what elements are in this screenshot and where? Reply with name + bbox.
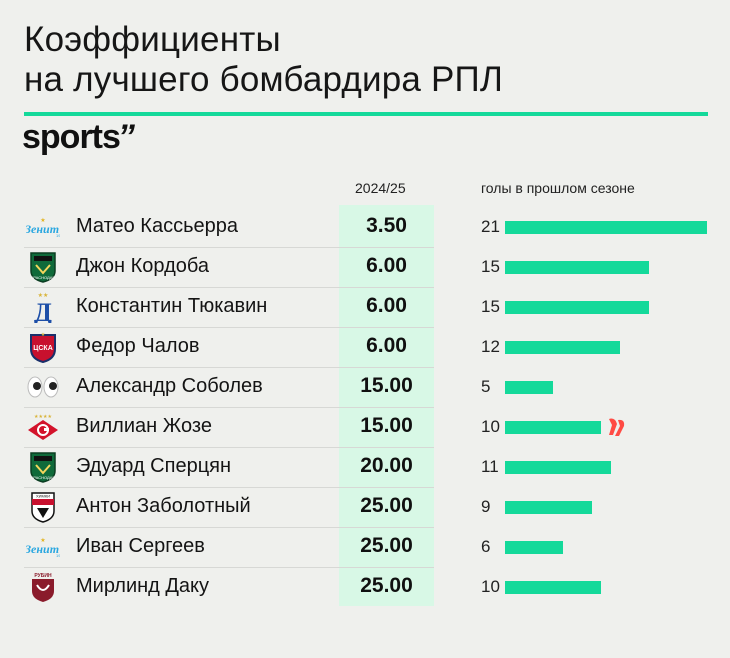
goals-label: 21 (481, 217, 500, 236)
player-name: Джон Кордоба (76, 255, 209, 277)
row-divider (24, 447, 434, 448)
player-name: Федор Чалов (76, 335, 200, 357)
svg-text:Зенит: Зенит (26, 222, 59, 236)
goals-label: 11 (481, 457, 499, 476)
krasnodar-logo-icon: КРАСНОДАР (26, 250, 60, 284)
svg-text:★: ★ (41, 332, 46, 338)
khimki-logo-icon: ХИМКИ (26, 490, 60, 524)
goals-label: 9 (481, 497, 491, 516)
spartak-logo-icon: ★★★★ (26, 410, 60, 444)
goals-bar (505, 581, 601, 594)
svg-text:ХИМКИ: ХИМКИ (36, 494, 50, 499)
row-divider (24, 327, 434, 328)
goals-bar (505, 501, 592, 514)
goals-label: 5 (481, 377, 491, 396)
odds-value: 6.00 (366, 294, 407, 317)
odds-value: 25.00 (360, 494, 413, 517)
odds-value: 25.00 (360, 574, 413, 597)
goals-bar (505, 341, 620, 354)
goals-label: 15 (481, 257, 500, 276)
dynamo-logo-icon: ★★ Д (26, 290, 60, 324)
odds-value: 6.00 (366, 254, 407, 277)
svg-text:ЦСКА: ЦСКА (33, 345, 53, 352)
svg-text:КРАСНОДАР: КРАСНОДАР (31, 275, 55, 280)
odds-value: 15.00 (360, 374, 413, 397)
zenit-logo-icon: ★Зенит1925 (26, 210, 60, 244)
brand-text: sports (22, 118, 121, 156)
row-divider (24, 567, 434, 568)
goals-label: 10 (481, 577, 500, 596)
svg-text:★: ★ (40, 217, 45, 224)
svg-text:Зенит: Зенит (26, 542, 59, 556)
player-name: Александр Соболев (76, 375, 263, 397)
odds-value: 6.00 (366, 334, 407, 357)
row-divider (24, 487, 434, 488)
brand-mark: ’’ (117, 118, 135, 156)
player-name: Антон Заболотный (76, 495, 251, 517)
svg-text:★★★★: ★★★★ (34, 414, 52, 420)
goals-bar (505, 301, 649, 314)
goals-bar (505, 221, 707, 234)
eyes-emoji-icon (26, 370, 60, 404)
accent-divider (24, 112, 708, 116)
odds-column-highlight (339, 205, 434, 606)
goals-bar (505, 461, 611, 474)
player-name: Матео Кассьерра (76, 215, 238, 237)
odds-value: 15.00 (360, 414, 413, 437)
goals-label: 6 (481, 537, 491, 556)
title-line-1: Коэффициенты (24, 20, 281, 59)
title-line-2: на лучшего бомбардира РПЛ (24, 60, 504, 99)
svg-text:★★: ★★ (38, 292, 49, 299)
player-name: Эдуард Сперцян (76, 455, 232, 477)
svg-text:1925: 1925 (56, 553, 60, 558)
page-title: Коэффициенты на лучшего бомбардира РПЛ (24, 20, 503, 100)
row-divider (24, 367, 434, 368)
rubin-logo-icon: РУБИН (26, 570, 60, 604)
player-name: Мирлинд Даку (76, 575, 210, 597)
player-name: Виллиан Жозе (76, 415, 212, 437)
row-divider (24, 287, 434, 288)
svg-text:Д: Д (34, 298, 52, 323)
goals-label: 12 (481, 337, 500, 356)
odds-value: 20.00 (360, 454, 413, 477)
svg-text:КРАСНОДАР: КРАСНОДАР (31, 475, 55, 480)
goals-bar (505, 381, 553, 394)
column-header-goals: голы в прошлом сезоне (481, 180, 635, 196)
goals-label: 15 (481, 297, 500, 316)
svg-text:★: ★ (40, 537, 45, 544)
row-divider (24, 247, 434, 248)
svg-text:1925: 1925 (56, 233, 60, 238)
row-divider (24, 527, 434, 528)
laliga-logo-icon (603, 416, 629, 438)
player-name: Иван Сергеев (76, 535, 205, 557)
player-name: Константин Тюкавин (76, 295, 268, 317)
column-header-odds: 2024/25 (355, 180, 406, 196)
goals-bar (505, 421, 601, 434)
cska-logo-icon: ЦСКА ★ (26, 330, 60, 364)
krasnodar-logo-icon: КРАСНОДАР (26, 450, 60, 484)
brand-logo: sports’’ (22, 118, 135, 157)
zenit-logo-icon: ★Зенит1925 (26, 530, 60, 564)
odds-value: 25.00 (360, 534, 413, 557)
row-divider (24, 407, 434, 408)
goals-label: 10 (481, 417, 500, 436)
odds-value: 3.50 (366, 214, 407, 237)
goals-bar (505, 541, 563, 554)
svg-text:РУБИН: РУБИН (34, 573, 52, 579)
goals-bar (505, 261, 649, 274)
